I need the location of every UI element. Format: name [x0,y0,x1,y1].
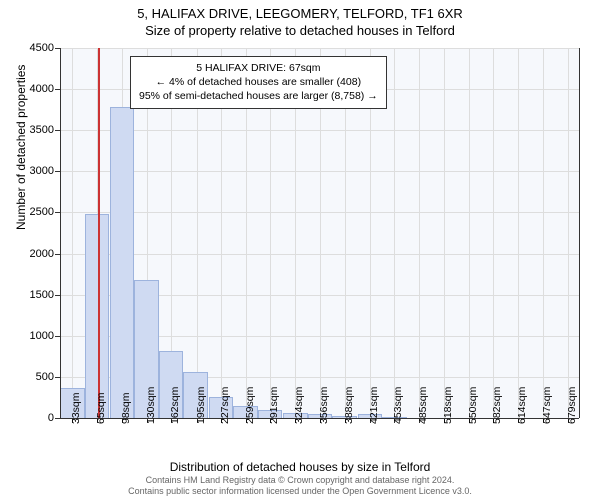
gridline-v [419,48,420,418]
gridline-v [444,48,445,418]
x-tick-label: 647sqm [541,387,553,424]
x-tick-label: 582sqm [491,387,503,424]
plot-background: 05001000150020002500300035004000450033sq… [60,48,580,418]
footer-line2: Contains public sector information licen… [0,486,600,497]
annotation-line: ← 4% of detached houses are smaller (408… [139,75,378,89]
x-tick-label: 421sqm [368,387,380,424]
gridline-v [543,48,544,418]
x-tick-label: 453sqm [392,387,404,424]
reference-marker-line [98,48,100,418]
annotation-box: 5 HALIFAX DRIVE: 67sqm← 4% of detached h… [130,56,387,109]
x-tick-label: 98sqm [120,392,132,424]
x-tick-label: 259sqm [244,387,256,424]
gridline-v [568,48,569,418]
gridline-v [469,48,470,418]
histogram-bar [85,214,110,418]
x-tick-label: 324sqm [293,387,305,424]
x-tick-label: 550sqm [467,387,479,424]
chart-title-line2: Size of property relative to detached ho… [0,23,600,38]
x-tick-label: 291sqm [268,387,280,424]
gridline-v [394,48,395,418]
chart-title-line1: 5, HALIFAX DRIVE, LEEGOMERY, TELFORD, TF… [0,6,600,21]
x-tick-label: 518sqm [442,387,454,424]
x-tick-label: 485sqm [417,387,429,424]
x-tick-label: 679sqm [566,387,578,424]
annotation-line: 5 HALIFAX DRIVE: 67sqm [139,61,378,75]
x-axis-label: Distribution of detached houses by size … [0,460,600,474]
gridline-v [493,48,494,418]
gridline-v [72,48,73,418]
x-tick-label: 65sqm [95,392,107,424]
x-tick-label: 130sqm [145,387,157,424]
y-axis-line [60,48,61,418]
annotation-line: 95% of semi-detached houses are larger (… [139,89,378,103]
x-tick-label: 162sqm [169,387,181,424]
gridline-v [518,48,519,418]
x-tick-label: 227sqm [219,387,231,424]
x-tick-label: 356sqm [318,387,330,424]
chart-title-block: 5, HALIFAX DRIVE, LEEGOMERY, TELFORD, TF… [0,0,600,38]
chart-plot-area: 05001000150020002500300035004000450033sq… [60,48,580,418]
footer-line1: Contains HM Land Registry data © Crown c… [0,475,600,486]
y-axis-label: Number of detached properties [14,65,28,230]
x-tick-label: 614sqm [516,387,528,424]
histogram-bar [110,107,135,418]
footer-attribution: Contains HM Land Registry data © Crown c… [0,475,600,498]
x-tick-label: 33sqm [70,392,82,424]
x-tick-label: 388sqm [343,387,355,424]
x-tick-label: 195sqm [195,387,207,424]
